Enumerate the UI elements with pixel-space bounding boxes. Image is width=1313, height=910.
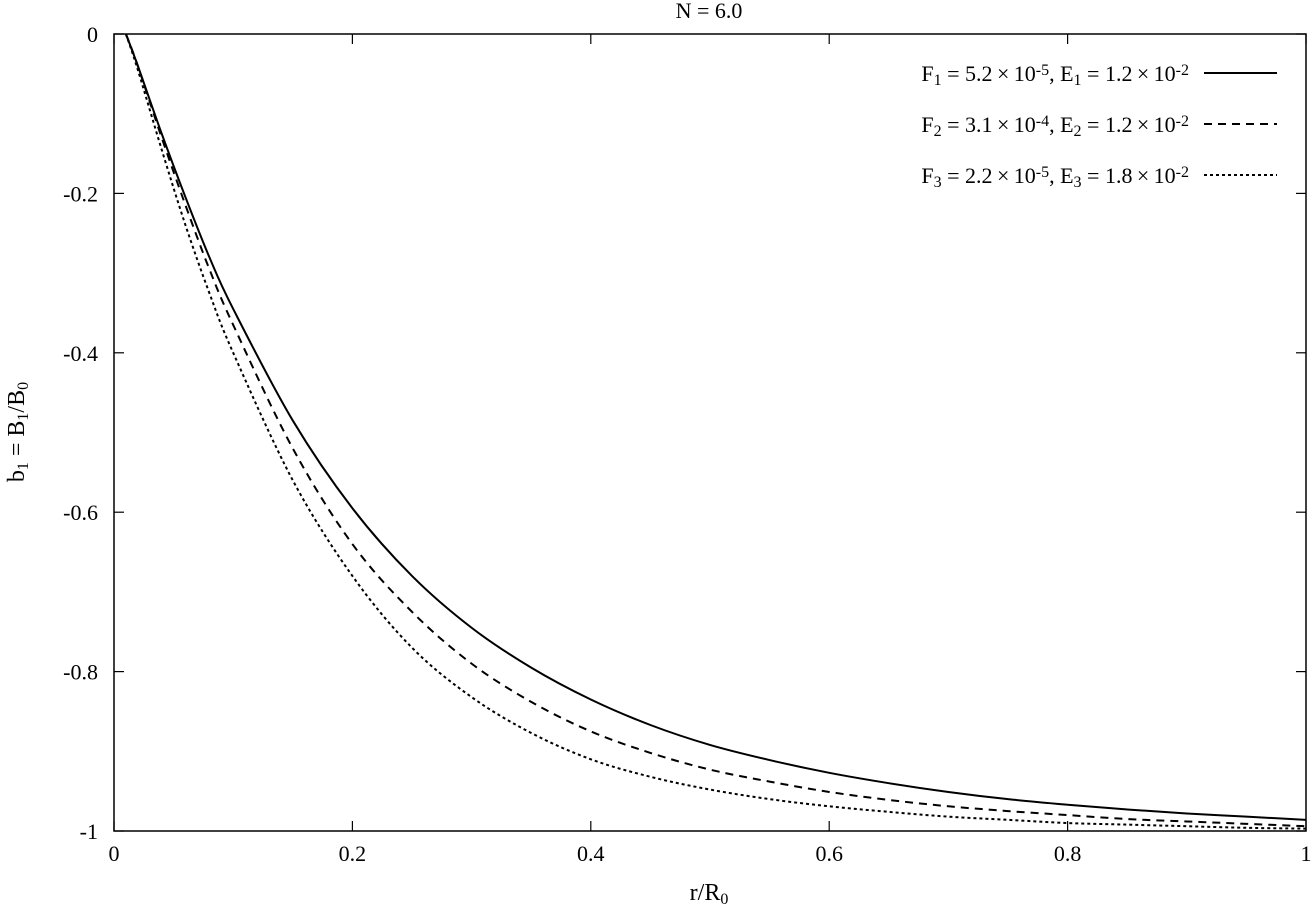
text-part: , E: [1049, 112, 1073, 137]
text-part: -2: [1176, 164, 1189, 181]
x-axis-label-sub: 0: [720, 891, 728, 908]
text-part: 0: [15, 382, 32, 390]
y-tick-label: -1: [80, 819, 98, 844]
text-part: 2: [934, 123, 942, 140]
x-tick-label: 0.2: [339, 841, 367, 866]
legend-label-1: F1 = 5.2 × 10-5, E1 = 1.2 × 10-2: [921, 61, 1189, 89]
plot-frame: [113, 33, 1307, 832]
legend: F1 = 5.2 × 10-5, E1 = 1.2 × 10-2F2 = 3.1…: [921, 61, 1277, 191]
text-part: 3: [1074, 174, 1082, 191]
y-tick-label: -0.2: [63, 181, 98, 206]
y-tick-label: -0.4: [63, 341, 98, 366]
text-part: 3: [934, 174, 942, 191]
text-part: F: [921, 163, 933, 188]
x-tick-label: 0: [109, 841, 120, 866]
text-part: = 5.2 × 10: [942, 61, 1036, 86]
series-line-3: [124, 33, 1307, 830]
chart-title: N = 6.0: [676, 0, 743, 23]
x-axis-label-main: r/R: [690, 880, 721, 906]
x-axis-label: r/R0: [690, 880, 729, 908]
text-part: b: [4, 470, 30, 482]
legend-label-2: F2 = 3.1 × 10-4, E2 = 1.2 × 10-2: [921, 112, 1189, 140]
y-tick-label: 0: [87, 22, 98, 47]
text-part: -4: [1036, 113, 1049, 130]
text-part: -5: [1036, 62, 1049, 79]
series-line-2: [124, 33, 1307, 828]
text-part: , E: [1049, 163, 1073, 188]
text-part: , E: [1049, 61, 1073, 86]
x-tick-label: 1: [1301, 841, 1312, 866]
text-part: = 2.2 × 10: [942, 163, 1036, 188]
text-part: 2: [1074, 123, 1082, 140]
y-axis-label: b1 = B1/B0: [4, 382, 32, 482]
text-part: = 1.8 × 10: [1082, 163, 1176, 188]
text-part: 1: [15, 413, 32, 421]
series-lines: [124, 33, 1307, 830]
x-tick-label: 0.6: [815, 841, 843, 866]
y-tick-label: -0.6: [63, 500, 98, 525]
text-part: = 1.2 × 10: [1082, 61, 1176, 86]
text-part: = 1.2 × 10: [1082, 112, 1176, 137]
text-part: 1: [1074, 72, 1082, 89]
text-part: 1: [15, 462, 32, 470]
text-part: -5: [1036, 164, 1049, 181]
text-part: = 3.1 × 10: [942, 112, 1036, 137]
legend-label-3: F3 = 2.2 × 10-5, E3 = 1.8 × 10-2: [921, 163, 1189, 191]
series-line-1: [124, 33, 1307, 821]
text-part: -2: [1176, 113, 1189, 130]
text-part: /B: [4, 390, 30, 413]
x-tick-label: 0.4: [577, 841, 605, 866]
text-part: F: [921, 61, 933, 86]
x-tick-label: 0.8: [1054, 841, 1082, 866]
text-part: 1: [934, 72, 942, 89]
ticks: 0 0.2 0.4 0.6 0.8 1 0 -0.2 -0.4 -0.6 -0.8 -1: [63, 22, 1311, 866]
y-tick-label: -0.8: [63, 660, 98, 685]
text-part: = B: [4, 421, 30, 463]
text-part: F: [921, 112, 933, 137]
axes: [113, 33, 1307, 832]
text-part: -2: [1176, 62, 1189, 79]
